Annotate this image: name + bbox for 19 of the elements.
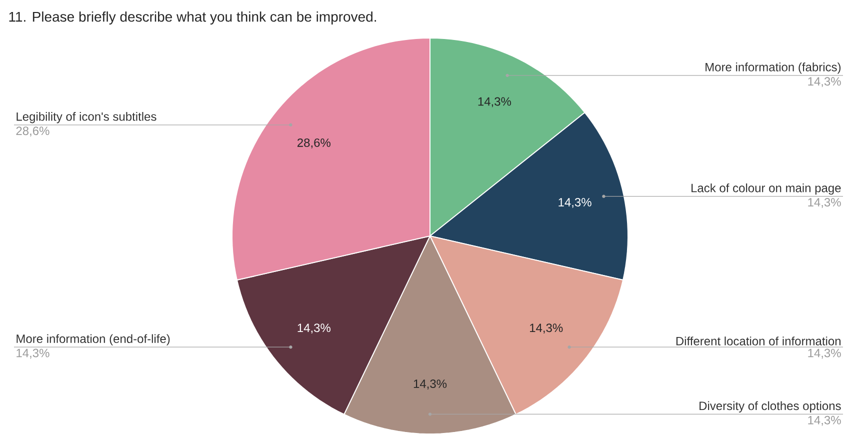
text: 28,6% bbox=[16, 126, 50, 137]
slice-label: More information (fabrics) bbox=[706, 62, 841, 74]
text: 14,3% bbox=[808, 198, 841, 208]
text: 14,3% bbox=[808, 416, 841, 426]
data-label: 14,3% bbox=[558, 198, 592, 208]
slice-label: More information (end-of-life) bbox=[16, 334, 170, 346]
text: 14,3% bbox=[16, 348, 50, 359]
chart-title: 11. Please briefly describe what you think can be improved. bbox=[9, 11, 376, 25]
data-label: 14,3% bbox=[530, 324, 563, 334]
text: 14,3% bbox=[808, 348, 841, 359]
text: 14,3% bbox=[808, 77, 841, 88]
data-label: 28,6% bbox=[297, 138, 330, 148]
data-label: 14,3% bbox=[414, 380, 447, 390]
data-label: 14,3% bbox=[478, 97, 512, 108]
data-label: 14,3% bbox=[298, 324, 330, 334]
slice-label: Lack of colour on main page bbox=[692, 183, 841, 195]
slice-label: Diversity of clothes options bbox=[700, 401, 841, 412]
slice-label: Legibility of icon's subtitles bbox=[16, 112, 156, 124]
slice-label: Different location of information bbox=[676, 336, 840, 346]
